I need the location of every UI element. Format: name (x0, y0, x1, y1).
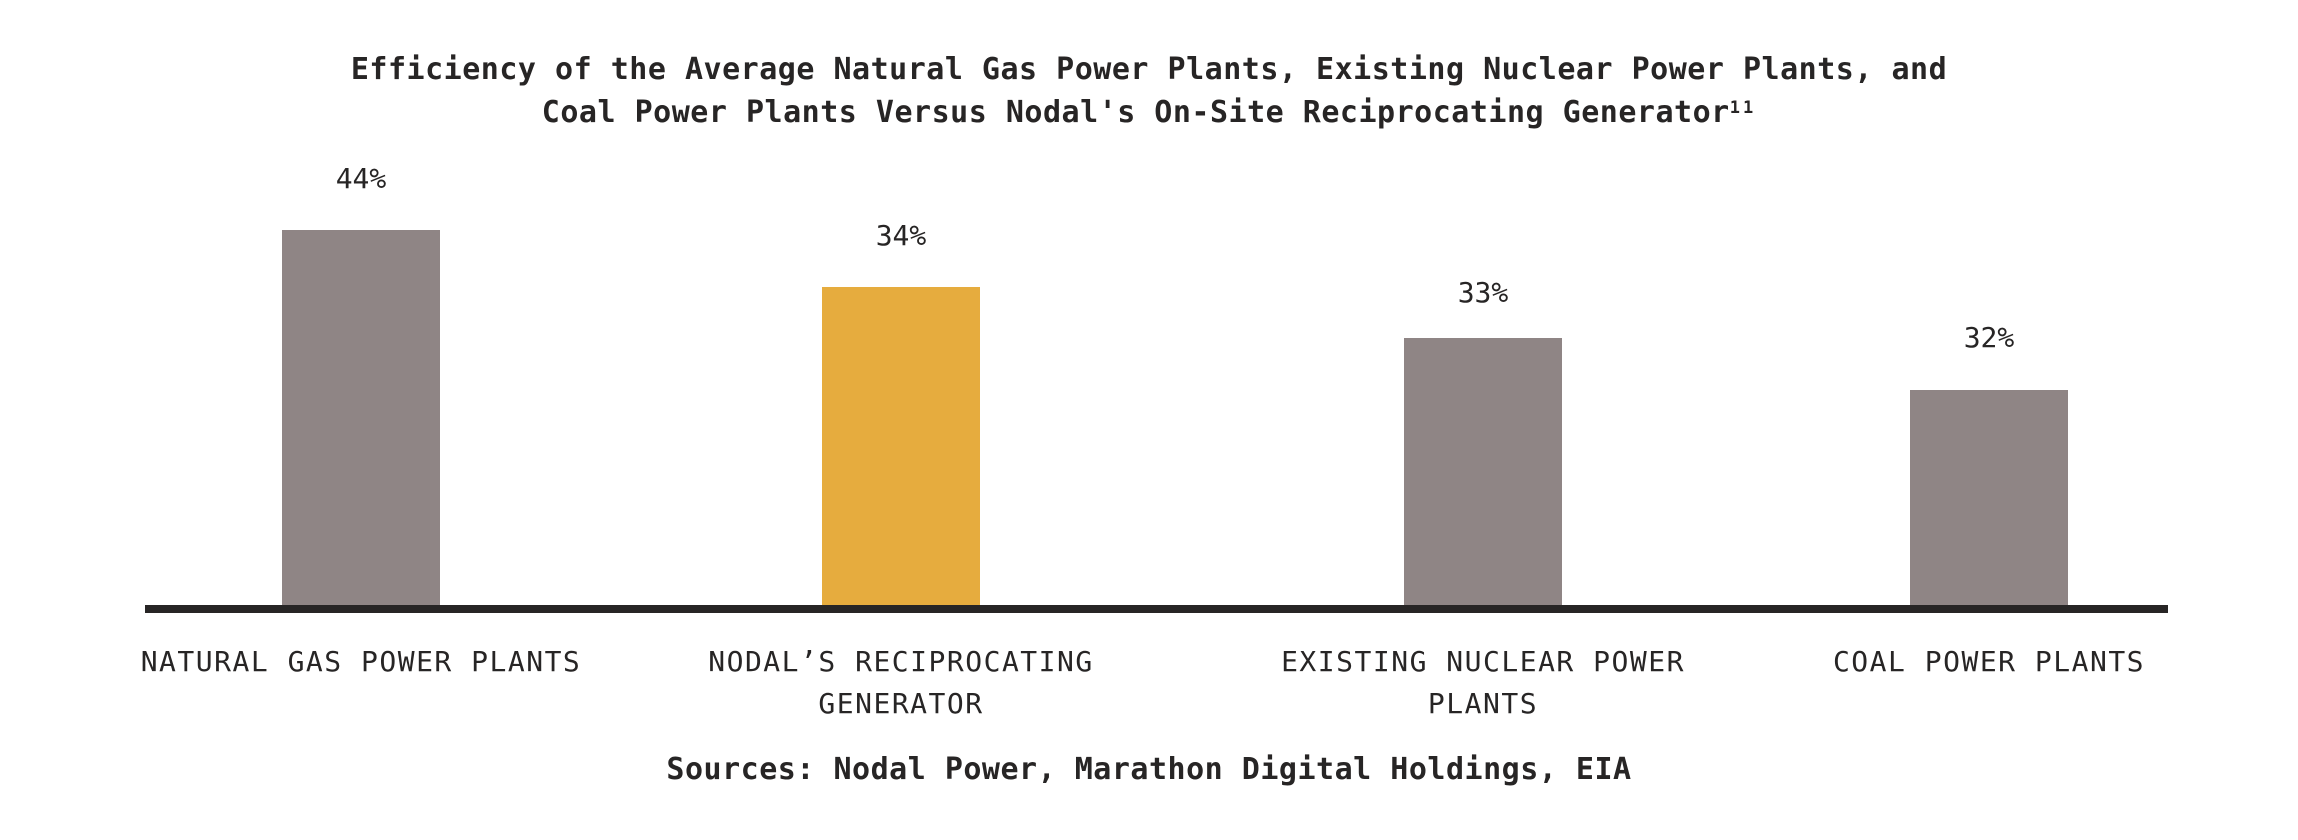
category-label-nuclear: EXISTING NUCLEAR POWER PLANTS (1223, 641, 1743, 725)
category-label-line: EXISTING NUCLEAR POWER (1281, 645, 1685, 678)
bar-coal (1910, 390, 2068, 606)
category-label-nodal: NODAL’S RECIPROCATING GENERATOR (641, 641, 1161, 725)
category-label-line: NATURAL GAS POWER PLANTS (140, 645, 582, 678)
chart-title: Efficiency of the Average Natural Gas Po… (0, 48, 2298, 134)
chart-title-line-1: Efficiency of the Average Natural Gas Po… (350, 52, 1948, 87)
category-label-line: NODAL’S RECIPROCATING (708, 645, 1094, 678)
bar-value-label: 32% (1963, 321, 2015, 354)
category-label-natural-gas: NATURAL GAS POWER PLANTS (101, 641, 621, 683)
bar-value-label: 33% (1457, 276, 1509, 309)
bar-value-label: 44% (335, 162, 387, 195)
bar-value-label: 34% (875, 219, 927, 252)
category-label-line: GENERATOR (818, 687, 984, 720)
chart-title-line-2-text: Coal Power Plants Versus Nodal's On-Site… (541, 95, 1730, 130)
x-axis-baseline (145, 605, 2168, 613)
chart-title-line-2: Coal Power Plants Versus Nodal's On-Site… (0, 91, 2298, 134)
bar-natural-gas (282, 230, 440, 606)
category-label-line: COAL POWER PLANTS (1832, 645, 2146, 678)
bar-existing-nuclear (1404, 338, 1562, 606)
footnote-reference: 11 (1729, 98, 1757, 118)
category-label-line: PLANTS (1427, 687, 1539, 720)
category-label-coal: COAL POWER PLANTS (1729, 641, 2249, 683)
sources-note: Sources: Nodal Power, Marathon Digital H… (666, 752, 1632, 787)
bar-nodal-reciprocating-generator (822, 287, 980, 606)
